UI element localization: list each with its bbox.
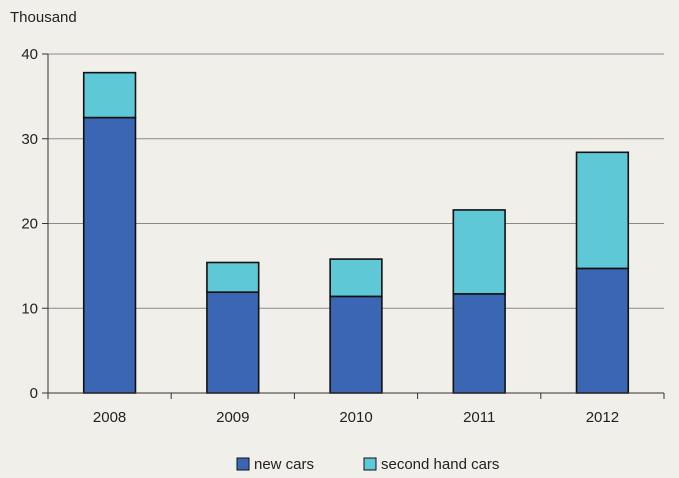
bars <box>82 71 630 394</box>
x-tick-label: 2010 <box>339 409 372 426</box>
bar-new-cars-2008 <box>82 116 137 394</box>
y-tick-label: 30 <box>21 131 38 148</box>
bar-second-hand-cars-2010 <box>329 258 383 298</box>
bar-new-cars-2009 <box>206 291 260 394</box>
x-tick-label: 2009 <box>216 409 249 426</box>
y-tick-label: 20 <box>21 216 38 233</box>
legend-swatch <box>363 457 377 471</box>
legend-label: new cars <box>254 456 314 473</box>
bar-new-cars-2012 <box>575 267 630 394</box>
legend-label: second hand cars <box>381 456 499 473</box>
bar-second-hand-cars-2009 <box>206 261 260 293</box>
bar-second-hand-cars-2011 <box>452 209 506 295</box>
bar-second-hand-cars-2008 <box>82 71 137 119</box>
legend-swatch <box>236 457 250 471</box>
bar-new-cars-2011 <box>452 293 506 394</box>
y-axis-unit-label: Thousand <box>10 9 77 26</box>
y-tick-label: 40 <box>21 46 38 63</box>
bar-new-cars-2010 <box>329 295 383 394</box>
y-tick-label: 10 <box>21 300 38 317</box>
y-tick-label: 0 <box>30 385 38 402</box>
legend: new cars second hand cars <box>236 456 499 473</box>
x-tick-label: 2011 <box>463 409 495 426</box>
axes: 0 10 20 30 40 2008 2009 2010 2011 2012 <box>21 46 665 426</box>
x-tick-label: 2012 <box>586 409 619 426</box>
x-tick-label: 2008 <box>93 409 126 426</box>
bar-second-hand-cars-2012 <box>575 151 630 270</box>
